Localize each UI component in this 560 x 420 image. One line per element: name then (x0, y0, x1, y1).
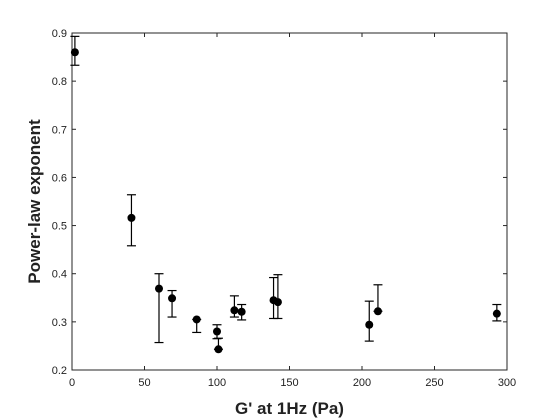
data-point (237, 307, 246, 316)
x-axis-ticks: 0 50 100 150 200 250 300 (69, 33, 516, 389)
data-point (365, 320, 374, 329)
data-point (127, 213, 136, 222)
y-axis-title: Power-law exponent (25, 119, 44, 284)
data-point (214, 345, 223, 354)
x-tick-label: 300 (498, 377, 516, 389)
x-tick-label: 250 (425, 377, 443, 389)
y-axis-ticks: 0.2 0.3 0.4 0.5 0.6 0.7 0.8 0.9 (52, 28, 507, 377)
y-tick-label: 0.8 (52, 76, 67, 88)
data-point (492, 309, 501, 318)
data-point (155, 284, 163, 293)
y-tick-label: 0.2 (52, 365, 67, 377)
data-point (213, 327, 221, 336)
y-tick-label: 0.7 (52, 124, 67, 136)
data-point (230, 306, 239, 315)
plot-area (71, 32, 508, 371)
data-point (373, 307, 382, 316)
x-tick-label: 100 (208, 377, 226, 389)
x-axis-title: G' at 1Hz (Pa) (235, 399, 344, 418)
y-tick-label: 0.5 (52, 221, 67, 233)
y-tick-label: 0.4 (52, 269, 67, 281)
y-tick-label: 0.3 (52, 317, 67, 329)
x-tick-label: 50 (138, 377, 150, 389)
data-points (70, 48, 501, 354)
x-tick-label: 0 (69, 377, 75, 389)
x-tick-label: 200 (353, 377, 371, 389)
data-point (192, 315, 201, 324)
data-point (70, 48, 79, 57)
data-point (168, 294, 177, 303)
x-tick-label: 150 (280, 377, 298, 389)
y-tick-label: 0.6 (52, 172, 67, 184)
data-point (273, 298, 282, 307)
y-tick-label: 0.9 (52, 28, 67, 40)
